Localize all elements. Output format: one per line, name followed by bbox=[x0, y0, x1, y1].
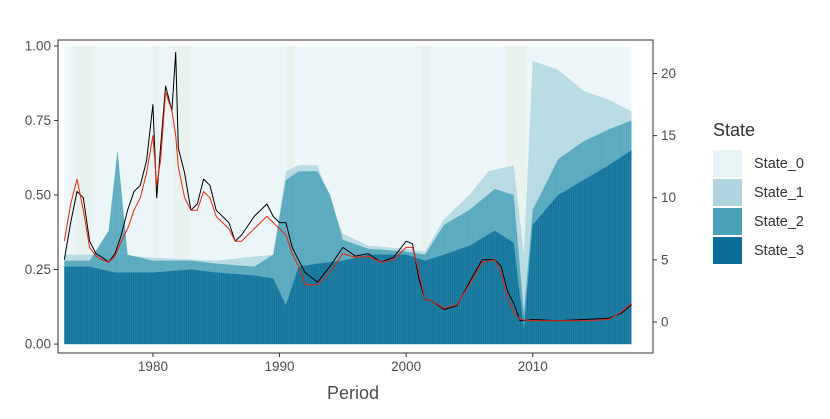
legend: State State_0 State_1 State_2 State_3 bbox=[713, 120, 804, 264]
x-axis: 1980 1990 2000 2010 bbox=[138, 353, 548, 374]
left-tick-label: 0.00 bbox=[25, 337, 51, 352]
legend-label: State_2 bbox=[754, 214, 804, 230]
right-y-axis: 0 5 10 15 20 bbox=[653, 66, 676, 329]
legend-label: State_1 bbox=[754, 185, 804, 201]
plot-frame bbox=[57, 39, 654, 354]
rate-lines bbox=[63, 51, 632, 322]
left-y-axis: 0.00 0.25 0.50 0.75 1.00 bbox=[25, 38, 58, 352]
legend-key-state-1 bbox=[713, 179, 742, 206]
x-tick-label: 1990 bbox=[265, 359, 295, 374]
x-tick-label: 1980 bbox=[138, 359, 168, 374]
left-tick-label: 0.50 bbox=[25, 188, 51, 203]
left-tick-label: 0.25 bbox=[25, 262, 51, 277]
legend-label: State_0 bbox=[754, 156, 804, 172]
right-tick-label: 20 bbox=[661, 66, 676, 81]
right-tick-label: 0 bbox=[661, 314, 669, 329]
right-tick-label: 15 bbox=[661, 128, 676, 143]
area-state-3 bbox=[64, 150, 632, 345]
legend-title: State bbox=[713, 120, 755, 140]
red-rate-line bbox=[63, 91, 632, 322]
plot-border bbox=[57, 39, 654, 354]
legend-key-state-2 bbox=[713, 208, 742, 235]
legend-key-state-3 bbox=[713, 237, 742, 264]
legend-label: State_3 bbox=[754, 243, 804, 259]
right-tick-label: 5 bbox=[661, 252, 669, 267]
x-tick-label: 2010 bbox=[518, 359, 548, 374]
state-areas bbox=[64, 45, 632, 345]
legend-key-state-0 bbox=[713, 150, 742, 177]
left-tick-label: 0.75 bbox=[25, 113, 51, 128]
left-tick-label: 1.00 bbox=[25, 38, 51, 53]
black-rate-line bbox=[63, 51, 632, 322]
x-tick-label: 2000 bbox=[391, 359, 421, 374]
x-axis-label: Period bbox=[327, 383, 379, 403]
bar-texture bbox=[64, 45, 630, 345]
right-tick-label: 10 bbox=[661, 190, 676, 205]
